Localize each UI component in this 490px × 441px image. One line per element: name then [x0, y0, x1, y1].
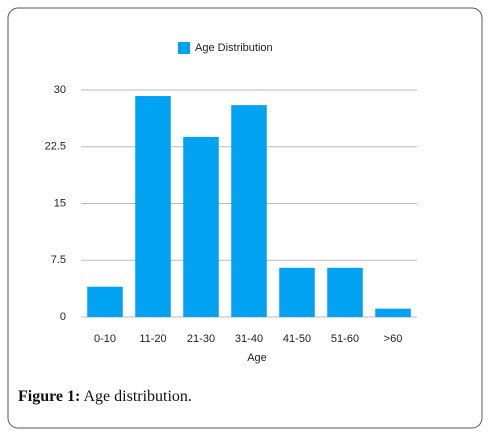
legend-label: Age Distribution	[195, 42, 273, 54]
x-tick-label: 51-60	[331, 333, 359, 345]
x-axis-label: Age	[247, 352, 267, 364]
y-tick-label: 0	[60, 311, 66, 323]
bar	[135, 96, 171, 317]
x-tick-label: 21-30	[187, 333, 215, 345]
y-tick-label: 22.5	[45, 141, 66, 153]
bar	[375, 308, 411, 317]
y-tick-label: 30	[54, 84, 66, 96]
x-tick-label: 0-10	[94, 333, 116, 345]
bar	[231, 105, 267, 317]
caption: Figure 1: Age distribution.	[18, 388, 192, 405]
x-tick-label: 11-20	[139, 333, 166, 345]
bar	[87, 286, 123, 317]
x-tick-label: >60	[384, 333, 403, 345]
caption-label: Figure 1:	[18, 388, 80, 405]
bar	[279, 267, 315, 317]
bar	[183, 136, 219, 317]
caption-text: Age distribution.	[83, 388, 191, 405]
y-tick-label: 7.5	[51, 254, 66, 266]
y-tick-label: 15	[54, 197, 66, 209]
legend-swatch	[178, 42, 190, 54]
figure-border	[7, 7, 483, 429]
x-tick-label: 41-50	[283, 333, 311, 345]
x-tick-label: 31-40	[235, 333, 263, 345]
bar	[327, 267, 363, 317]
